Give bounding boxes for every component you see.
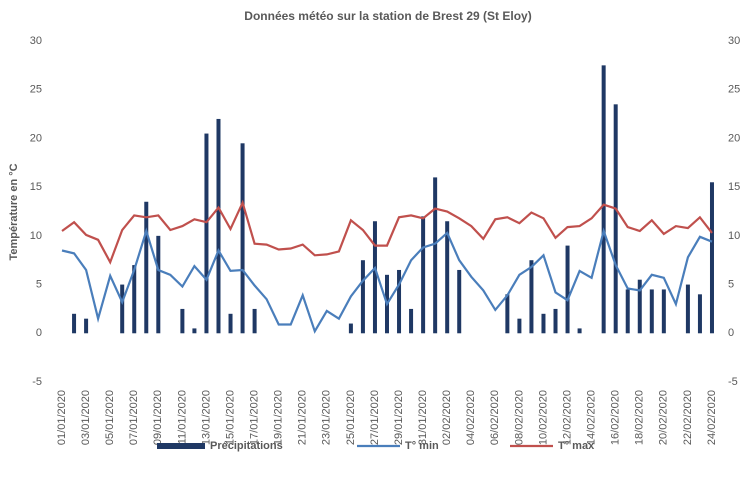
x-tick-label: 18/02/2020 [634,390,646,445]
bar [180,308,185,334]
x-tick-label: 31/01/2020 [417,390,429,445]
x-tick-label: 06/02/2020 [489,390,501,445]
bar [685,284,690,334]
bar [625,289,630,334]
bar [613,104,618,334]
y-tick-label: -5 [32,376,42,388]
y2-tick-label: 10 [728,230,740,242]
bar [565,245,570,334]
bar [577,328,582,334]
bar [84,318,89,334]
bar [204,133,209,334]
bar [240,143,245,334]
legend-label: T° min [405,440,439,452]
bar [252,308,257,334]
x-tick-label: 21/01/2020 [297,390,309,445]
x-tick-label: 08/02/2020 [513,390,525,445]
bar [216,118,221,334]
y2-tick-label: 5 [728,278,734,290]
y2-tick-label: 20 [728,132,740,144]
bar [457,269,462,334]
bar [120,284,125,334]
chart-title: Données météo sur la station de Brest 29… [244,9,531,23]
bar [132,265,137,334]
bar [409,308,414,334]
x-tick-label: 11/01/2020 [176,390,188,444]
bar [697,294,702,334]
x-tick-label: 25/01/2020 [345,390,357,445]
bar [505,294,510,334]
bar [517,318,522,334]
bar [553,308,558,334]
x-tick-label: 17/01/2020 [249,390,261,445]
y-tick-label: 10 [30,230,42,242]
bar [661,289,666,334]
legend-label: T° max [558,440,595,452]
bar [529,260,534,334]
x-tick-label: 10/02/2020 [537,390,549,445]
y-tick-label: 0 [36,327,42,339]
x-tick-label: 22/02/2020 [682,390,694,445]
x-tick-label: 05/01/2020 [104,390,116,445]
bar [637,279,642,334]
y2-tick-label: -5 [728,376,738,388]
y2-tick-label: 15 [728,181,740,193]
x-tick-label: 20/02/2020 [658,390,670,445]
y-tick-label: 25 [30,84,42,96]
bar [445,221,450,334]
bar [144,201,149,334]
x-tick-label: 16/02/2020 [610,390,622,445]
bar [228,313,233,334]
y2-tick-label: 0 [728,327,734,339]
y2-tick-label: 25 [728,84,740,96]
bar [601,65,606,334]
legend-label: Précipitations [210,440,283,452]
bar [372,221,377,334]
x-tick-label: 02/02/2020 [441,390,453,445]
x-tick-label: 12/02/2020 [561,390,573,445]
y-tick-label: 20 [30,132,42,144]
x-tick-label: 27/01/2020 [369,390,381,445]
x-tick-label: 07/01/2020 [128,390,140,445]
x-tick-label: 15/01/2020 [224,390,236,445]
bar [421,216,426,334]
y-axis-label: Température en °C [8,163,20,260]
bar [360,260,365,334]
y-tick-label: 5 [36,278,42,290]
bar [348,323,353,334]
x-tick-label: 19/01/2020 [273,390,285,445]
x-tick-label: 23/01/2020 [321,390,333,445]
bar [649,289,654,334]
y-tick-label: 30 [30,35,42,47]
x-tick-label: 01/01/2020 [56,390,68,445]
bar [397,269,402,334]
line [61,227,713,334]
x-tick-label: 29/01/2020 [393,390,405,445]
x-tick-label: 13/01/2020 [200,390,212,445]
bar [192,328,197,334]
bar [156,235,161,334]
x-tick-label: 24/02/2020 [706,390,718,445]
x-tick-label: 09/01/2020 [152,390,164,445]
x-tick-label: 14/02/2020 [586,390,598,445]
bar [433,177,438,334]
x-tick-label: 04/02/2020 [465,390,477,445]
y-tick-label: 15 [30,181,42,193]
line [61,199,713,265]
legend-swatch [157,443,205,449]
bar [541,313,546,334]
bar [72,313,77,334]
bar [709,182,714,334]
x-tick-label: 03/01/2020 [80,390,92,445]
y2-tick-label: 30 [728,35,740,47]
